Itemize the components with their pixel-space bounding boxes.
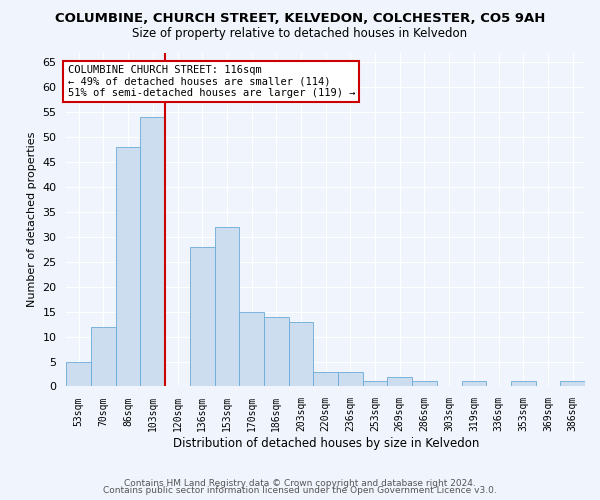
Bar: [215, 227, 239, 386]
Bar: [264, 316, 289, 386]
Text: Contains HM Land Registry data © Crown copyright and database right 2024.: Contains HM Land Registry data © Crown c…: [124, 478, 476, 488]
Y-axis label: Number of detached properties: Number of detached properties: [27, 132, 37, 307]
Bar: [412, 382, 437, 386]
Text: Size of property relative to detached houses in Kelvedon: Size of property relative to detached ho…: [133, 28, 467, 40]
Text: COLUMBINE CHURCH STREET: 116sqm
← 49% of detached houses are smaller (114)
51% o: COLUMBINE CHURCH STREET: 116sqm ← 49% of…: [68, 65, 355, 98]
Bar: [289, 322, 313, 386]
Bar: [140, 118, 165, 386]
Bar: [91, 326, 116, 386]
Bar: [388, 376, 412, 386]
Bar: [511, 382, 536, 386]
Bar: [338, 372, 363, 386]
Bar: [313, 372, 338, 386]
Bar: [560, 382, 585, 386]
Bar: [190, 247, 215, 386]
Bar: [239, 312, 264, 386]
Bar: [363, 382, 388, 386]
Bar: [67, 362, 91, 386]
Bar: [461, 382, 486, 386]
X-axis label: Distribution of detached houses by size in Kelvedon: Distribution of detached houses by size …: [173, 437, 479, 450]
Text: COLUMBINE, CHURCH STREET, KELVEDON, COLCHESTER, CO5 9AH: COLUMBINE, CHURCH STREET, KELVEDON, COLC…: [55, 12, 545, 24]
Bar: [116, 147, 140, 386]
Text: Contains public sector information licensed under the Open Government Licence v3: Contains public sector information licen…: [103, 486, 497, 495]
